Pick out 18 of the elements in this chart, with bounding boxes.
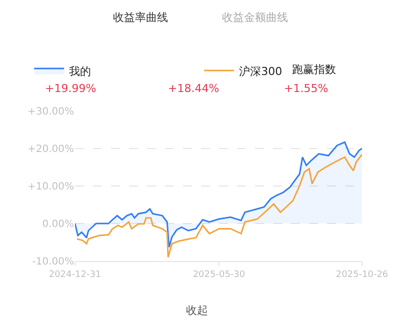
y-tick-label: +20.00% bbox=[27, 144, 74, 155]
text: +18.44% bbox=[168, 82, 220, 95]
x-tick-label: 2025-10-26 bbox=[336, 270, 388, 280]
y-tick-label: -10.00% bbox=[32, 256, 74, 268]
y-tick-label: 0.00% bbox=[42, 219, 74, 230]
y-tick-label: +30.00% bbox=[27, 106, 74, 118]
text: +19.99% bbox=[45, 82, 96, 95]
text: 跑赢指数 bbox=[292, 63, 336, 76]
x-tick-label: 2025-05-30 bbox=[192, 270, 246, 280]
legend-label: 沪深300 bbox=[239, 64, 282, 78]
line-series bbox=[76, 154, 362, 258]
text: 收益率曲线 bbox=[113, 11, 168, 24]
text: 收益金额曲线 bbox=[222, 11, 288, 24]
text: 收起 bbox=[186, 304, 208, 317]
legend-label: 我的 bbox=[69, 64, 92, 78]
text: +1.55% bbox=[284, 82, 328, 95]
x-tick-label: 2024-12-31 bbox=[48, 270, 102, 280]
y-tick-label: +10.00% bbox=[27, 182, 74, 192]
